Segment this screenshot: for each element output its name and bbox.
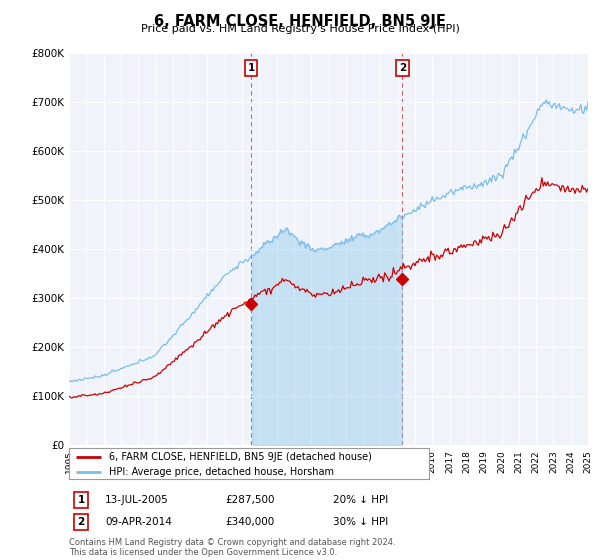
Text: 13-JUL-2005: 13-JUL-2005 [105, 495, 169, 505]
Text: 1: 1 [248, 63, 255, 73]
Text: 2: 2 [399, 63, 406, 73]
Text: 6, FARM CLOSE, HENFIELD, BN5 9JE (detached house): 6, FARM CLOSE, HENFIELD, BN5 9JE (detach… [109, 451, 371, 461]
Text: 09-APR-2014: 09-APR-2014 [105, 517, 172, 527]
Text: HPI: Average price, detached house, Horsham: HPI: Average price, detached house, Hors… [109, 467, 334, 477]
Text: £287,500: £287,500 [225, 495, 275, 505]
Text: 1: 1 [77, 495, 85, 505]
Text: Contains HM Land Registry data © Crown copyright and database right 2024.
This d: Contains HM Land Registry data © Crown c… [69, 538, 395, 557]
Text: £340,000: £340,000 [225, 517, 274, 527]
Text: 2: 2 [77, 517, 85, 527]
Text: 30% ↓ HPI: 30% ↓ HPI [333, 517, 388, 527]
Text: 20% ↓ HPI: 20% ↓ HPI [333, 495, 388, 505]
Text: Price paid vs. HM Land Registry's House Price Index (HPI): Price paid vs. HM Land Registry's House … [140, 24, 460, 34]
Text: 6, FARM CLOSE, HENFIELD, BN5 9JE: 6, FARM CLOSE, HENFIELD, BN5 9JE [154, 14, 446, 29]
